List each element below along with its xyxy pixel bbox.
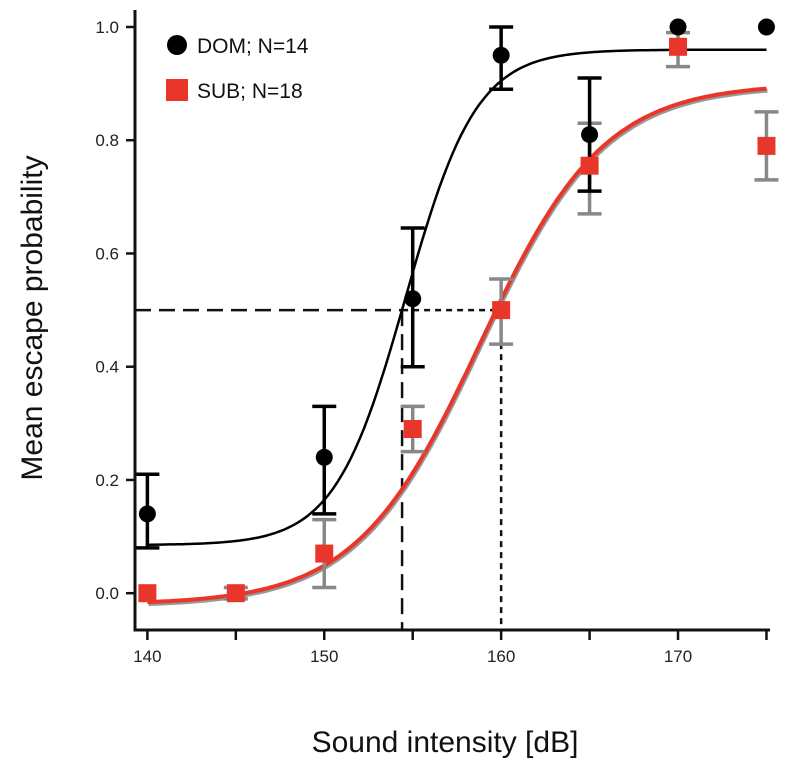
legend: DOM; N=14 SUB; N=18 [166,35,309,103]
y-tick-label: 0.8 [95,131,119,150]
data-point-dom [757,18,775,36]
data-point-sub [315,544,334,563]
x-tick-label: 140 [133,647,161,666]
legend-marker-dom [167,35,187,55]
y-tick-label: 0.6 [95,244,119,263]
legend-label-sub: SUB; N=18 [197,80,303,103]
data-point-sub [403,419,422,438]
fit-curve-shadow-sub [148,88,768,607]
x-tick-label: 160 [487,647,515,666]
x-tick-label: 150 [310,647,338,666]
data-point-sub [669,37,688,56]
data-point-sub [757,136,776,155]
y-tick-label: 0.4 [95,358,119,377]
data-points [138,18,776,603]
y-tick-label: 1.0 [95,18,119,37]
data-point-dom [492,46,510,64]
data-point-dom [138,505,156,523]
data-point-sub [492,301,511,320]
legend-label-dom: DOM; N=14 [197,35,309,58]
data-point-dom [404,290,422,308]
data-point-dom [581,126,599,144]
reference-lines [135,308,503,630]
fit-curves [147,48,768,607]
data-point-sub [226,584,245,603]
x-axis-label: Sound intensity [dB] [312,726,579,759]
axes: 0.0 0.2 0.4 0.6 0.8 1.0 140 150 160 170 [95,10,770,666]
fit-curve-dom [147,48,767,546]
data-point-dom [315,448,333,466]
y-axis-label: Mean escape probability [16,155,49,480]
x-tick-label: 170 [664,647,692,666]
data-point-sub [138,584,157,603]
data-point-sub [580,156,599,175]
y-tick-label: 0.2 [95,471,119,490]
y-tick-label: 0.0 [95,584,119,603]
error-bars [135,25,779,601]
legend-marker-sub [166,79,188,101]
fit-curve-sub [147,86,767,605]
data-point-dom [669,18,687,36]
